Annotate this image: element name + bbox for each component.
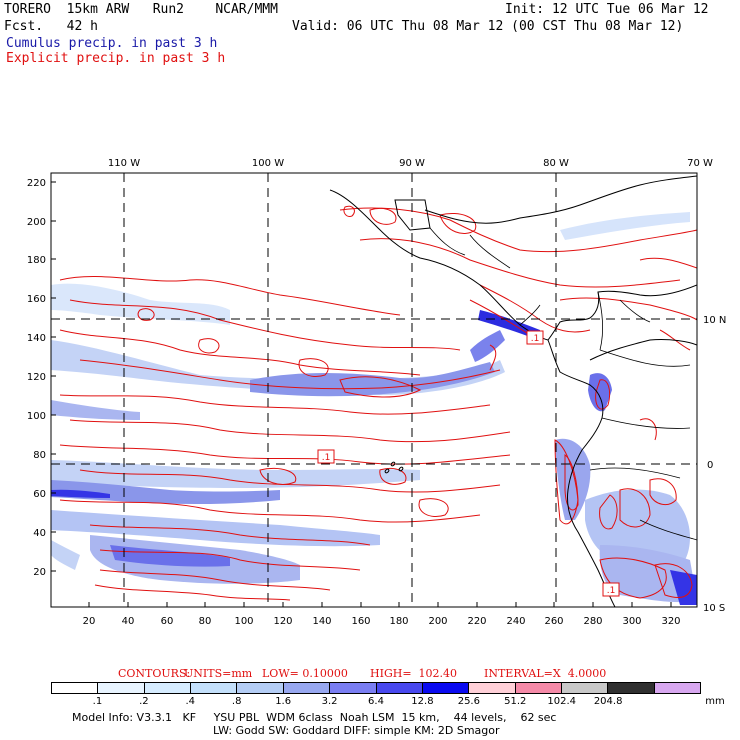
- colorbar-label: 1.6: [275, 696, 292, 707]
- cumulus-precip-shading: [51, 212, 697, 605]
- y-tick-label: 200: [27, 217, 46, 228]
- colorbar-swatch: [376, 683, 423, 693]
- colorbar-swatch: [98, 683, 145, 693]
- svg-text:.1: .1: [531, 334, 540, 344]
- colorbar-label: 204.8: [593, 696, 623, 707]
- contours-interval: INTERVAL=X 4.0000: [484, 667, 607, 680]
- explicit-precip-contours: [59, 205, 697, 601]
- colorbar-swatch: [144, 683, 192, 693]
- x-axis-ticks: 20 40 60 80 100 120 140 160 180 200 220 …: [83, 616, 681, 627]
- contours-low: LOW= 0.10000: [262, 667, 348, 680]
- colorbar-unit: mm: [705, 696, 725, 707]
- x-tick-label: 260: [544, 616, 563, 627]
- x-tick-label: 180: [389, 616, 408, 627]
- lon-label: 110 W: [108, 158, 140, 169]
- colorbar-label: .2: [139, 696, 149, 707]
- colorbar-label: 51.2: [504, 696, 527, 707]
- contour-value-box: .1: [526, 330, 544, 345]
- x-tick-label: 40: [122, 616, 135, 627]
- x-tick-label: 280: [583, 616, 602, 627]
- cumulus-legend-label: Cumulus precip. in past 3 h: [6, 36, 218, 51]
- y-tick-label: 100: [27, 411, 46, 422]
- lat-label: 0: [707, 460, 713, 471]
- model-title: TORERO 15km ARW Run2 NCAR/MMM: [4, 2, 278, 17]
- y-tick-label: 160: [27, 294, 46, 305]
- colorbar-label: 3.2: [321, 696, 338, 707]
- model-info: Model Info: V3.3.1 KF YSU PBL WDM 6class…: [72, 711, 557, 724]
- colorbar-label: 25.6: [457, 696, 480, 707]
- country-borders: [429, 227, 697, 541]
- x-tick-label: 20: [83, 616, 96, 627]
- colorbar-swatch: [237, 683, 284, 693]
- x-tick-label: 100: [234, 616, 253, 627]
- map-frame: [50, 172, 698, 608]
- coastline: [329, 175, 697, 607]
- colorbar-swatch: [469, 683, 516, 693]
- x-tick-label: 240: [506, 616, 525, 627]
- contours-units: UNITS=mm: [184, 667, 253, 680]
- contour-value-box: .1: [602, 582, 620, 597]
- colorbar-swatch: [561, 683, 609, 693]
- y-tick-label: 20: [33, 567, 46, 578]
- colorbar-swatch: [515, 683, 562, 693]
- lat-label: 10 N: [703, 315, 726, 326]
- x-tick-label: 160: [351, 616, 370, 627]
- colorbar-swatch: [608, 683, 655, 693]
- y-tick-label: 60: [33, 489, 46, 500]
- colorbar-swatch: [422, 683, 470, 693]
- colorbar-label: 12.8: [411, 696, 434, 707]
- explicit-legend-label: Explicit precip. in past 3 h: [6, 51, 226, 66]
- colorbar-label: .4: [185, 696, 196, 707]
- top-lon-labels: 110 W 100 W 90 W 80 W 70 W: [108, 158, 713, 169]
- colorbar-label: .1: [92, 696, 103, 707]
- physics-info: LW: Godd SW: Goddard DIFF: simple KM: 2D…: [213, 724, 500, 737]
- colorbar-label: .8: [231, 696, 242, 707]
- init-time: Init: 12 UTC Tue 06 Mar 12: [505, 2, 709, 17]
- svg-text:.1: .1: [322, 453, 331, 463]
- precip-colorbar: [51, 682, 701, 694]
- y-tick-label: 120: [27, 372, 46, 383]
- x-tick-label: 220: [467, 616, 486, 627]
- y-tick-label: 40: [33, 528, 46, 539]
- contours-label: CONTOURS:: [118, 667, 191, 680]
- colorbar-swatch: [330, 683, 377, 693]
- x-tick-label: 300: [622, 616, 641, 627]
- contour-value-box: .1: [317, 449, 335, 464]
- svg-text:.1: .1: [607, 586, 616, 596]
- right-lat-labels: 10 N 0 10 S: [703, 315, 726, 614]
- x-tick-label: 140: [312, 616, 331, 627]
- x-tick-marks: [88, 602, 672, 607]
- x-tick-label: 320: [661, 616, 680, 627]
- forecast-hour: Fcst. 42 h: [4, 19, 98, 34]
- lat-lon-grid: [51, 173, 697, 607]
- lon-label: 90 W: [399, 158, 425, 169]
- colorbar-swatch: [654, 683, 701, 693]
- x-tick-label: 80: [199, 616, 212, 627]
- x-tick-label: 200: [428, 616, 447, 627]
- y-tick-label: 220: [27, 178, 46, 189]
- contours-high: HIGH= 102.40: [370, 667, 458, 680]
- colorbar-label: 102.4: [547, 696, 577, 707]
- colorbar-label: 6.4: [368, 696, 384, 707]
- lon-label: 100 W: [252, 158, 284, 169]
- y-tick-label: 180: [27, 255, 46, 266]
- colorbar-swatch: [283, 683, 331, 693]
- x-tick-label: 120: [273, 616, 292, 627]
- x-tick-label: 60: [161, 616, 174, 627]
- colorbar-swatch: [191, 683, 238, 693]
- lon-label: 80 W: [543, 158, 569, 169]
- lon-label: 70 W: [687, 158, 713, 169]
- colorbar-swatch: [52, 683, 99, 693]
- y-tick-marks: [51, 181, 56, 572]
- y-axis-ticks: 220 200 180 160 140 120 100 80 60 40 20: [27, 178, 46, 578]
- valid-time: Valid: 06 UTC Thu 08 Mar 12 (00 CST Thu …: [292, 19, 684, 34]
- y-tick-label: 80: [33, 450, 46, 461]
- lat-label: 10 S: [703, 603, 725, 614]
- y-tick-label: 140: [27, 333, 46, 344]
